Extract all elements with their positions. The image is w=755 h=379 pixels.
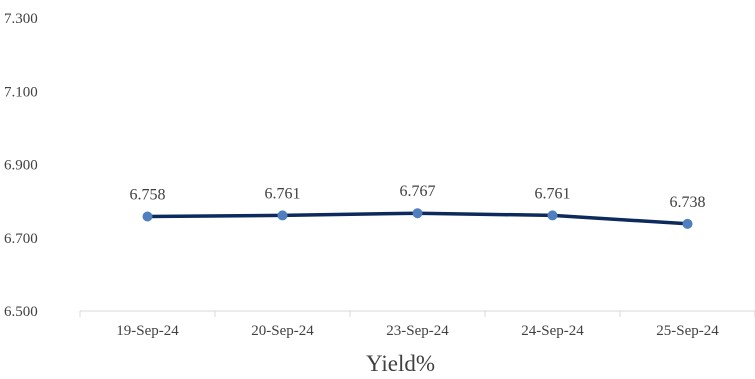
data-labels: 6.758 6.761 6.767 6.761 6.738 [130,183,706,211]
x-tick-label: 20-Sep-24 [251,323,314,339]
data-point [547,210,558,221]
y-tick-label: 6.500 [4,304,38,320]
y-tick-label: 7.100 [4,84,38,100]
y-tick-label: 6.900 [4,158,38,174]
data-point [142,211,153,222]
x-tick-label: 24-Sep-24 [521,323,584,339]
x-axis-title: Yield% [366,351,435,376]
data-label: 6.758 [130,187,166,204]
y-axis-ticks: 6.500 6.700 6.900 7.100 7.300 [4,11,38,320]
data-point [277,210,288,221]
x-axis-tick-marks [79,311,755,317]
x-tick-label: 23-Sep-24 [386,323,449,339]
data-point [412,208,423,219]
data-point [682,218,693,229]
data-label: 6.738 [670,194,706,211]
y-tick-label: 7.300 [4,11,38,27]
y-tick-label: 6.700 [4,231,38,247]
series-markers [142,208,693,229]
data-label: 6.761 [265,185,301,202]
data-label: 6.767 [400,183,436,200]
x-tick-label: 25-Sep-24 [656,323,719,339]
x-axis-tick-labels: 19-Sep-24 20-Sep-24 23-Sep-24 24-Sep-24 25-S… [116,323,719,339]
x-tick-label: 19-Sep-24 [116,323,179,339]
data-label: 6.761 [535,185,571,202]
